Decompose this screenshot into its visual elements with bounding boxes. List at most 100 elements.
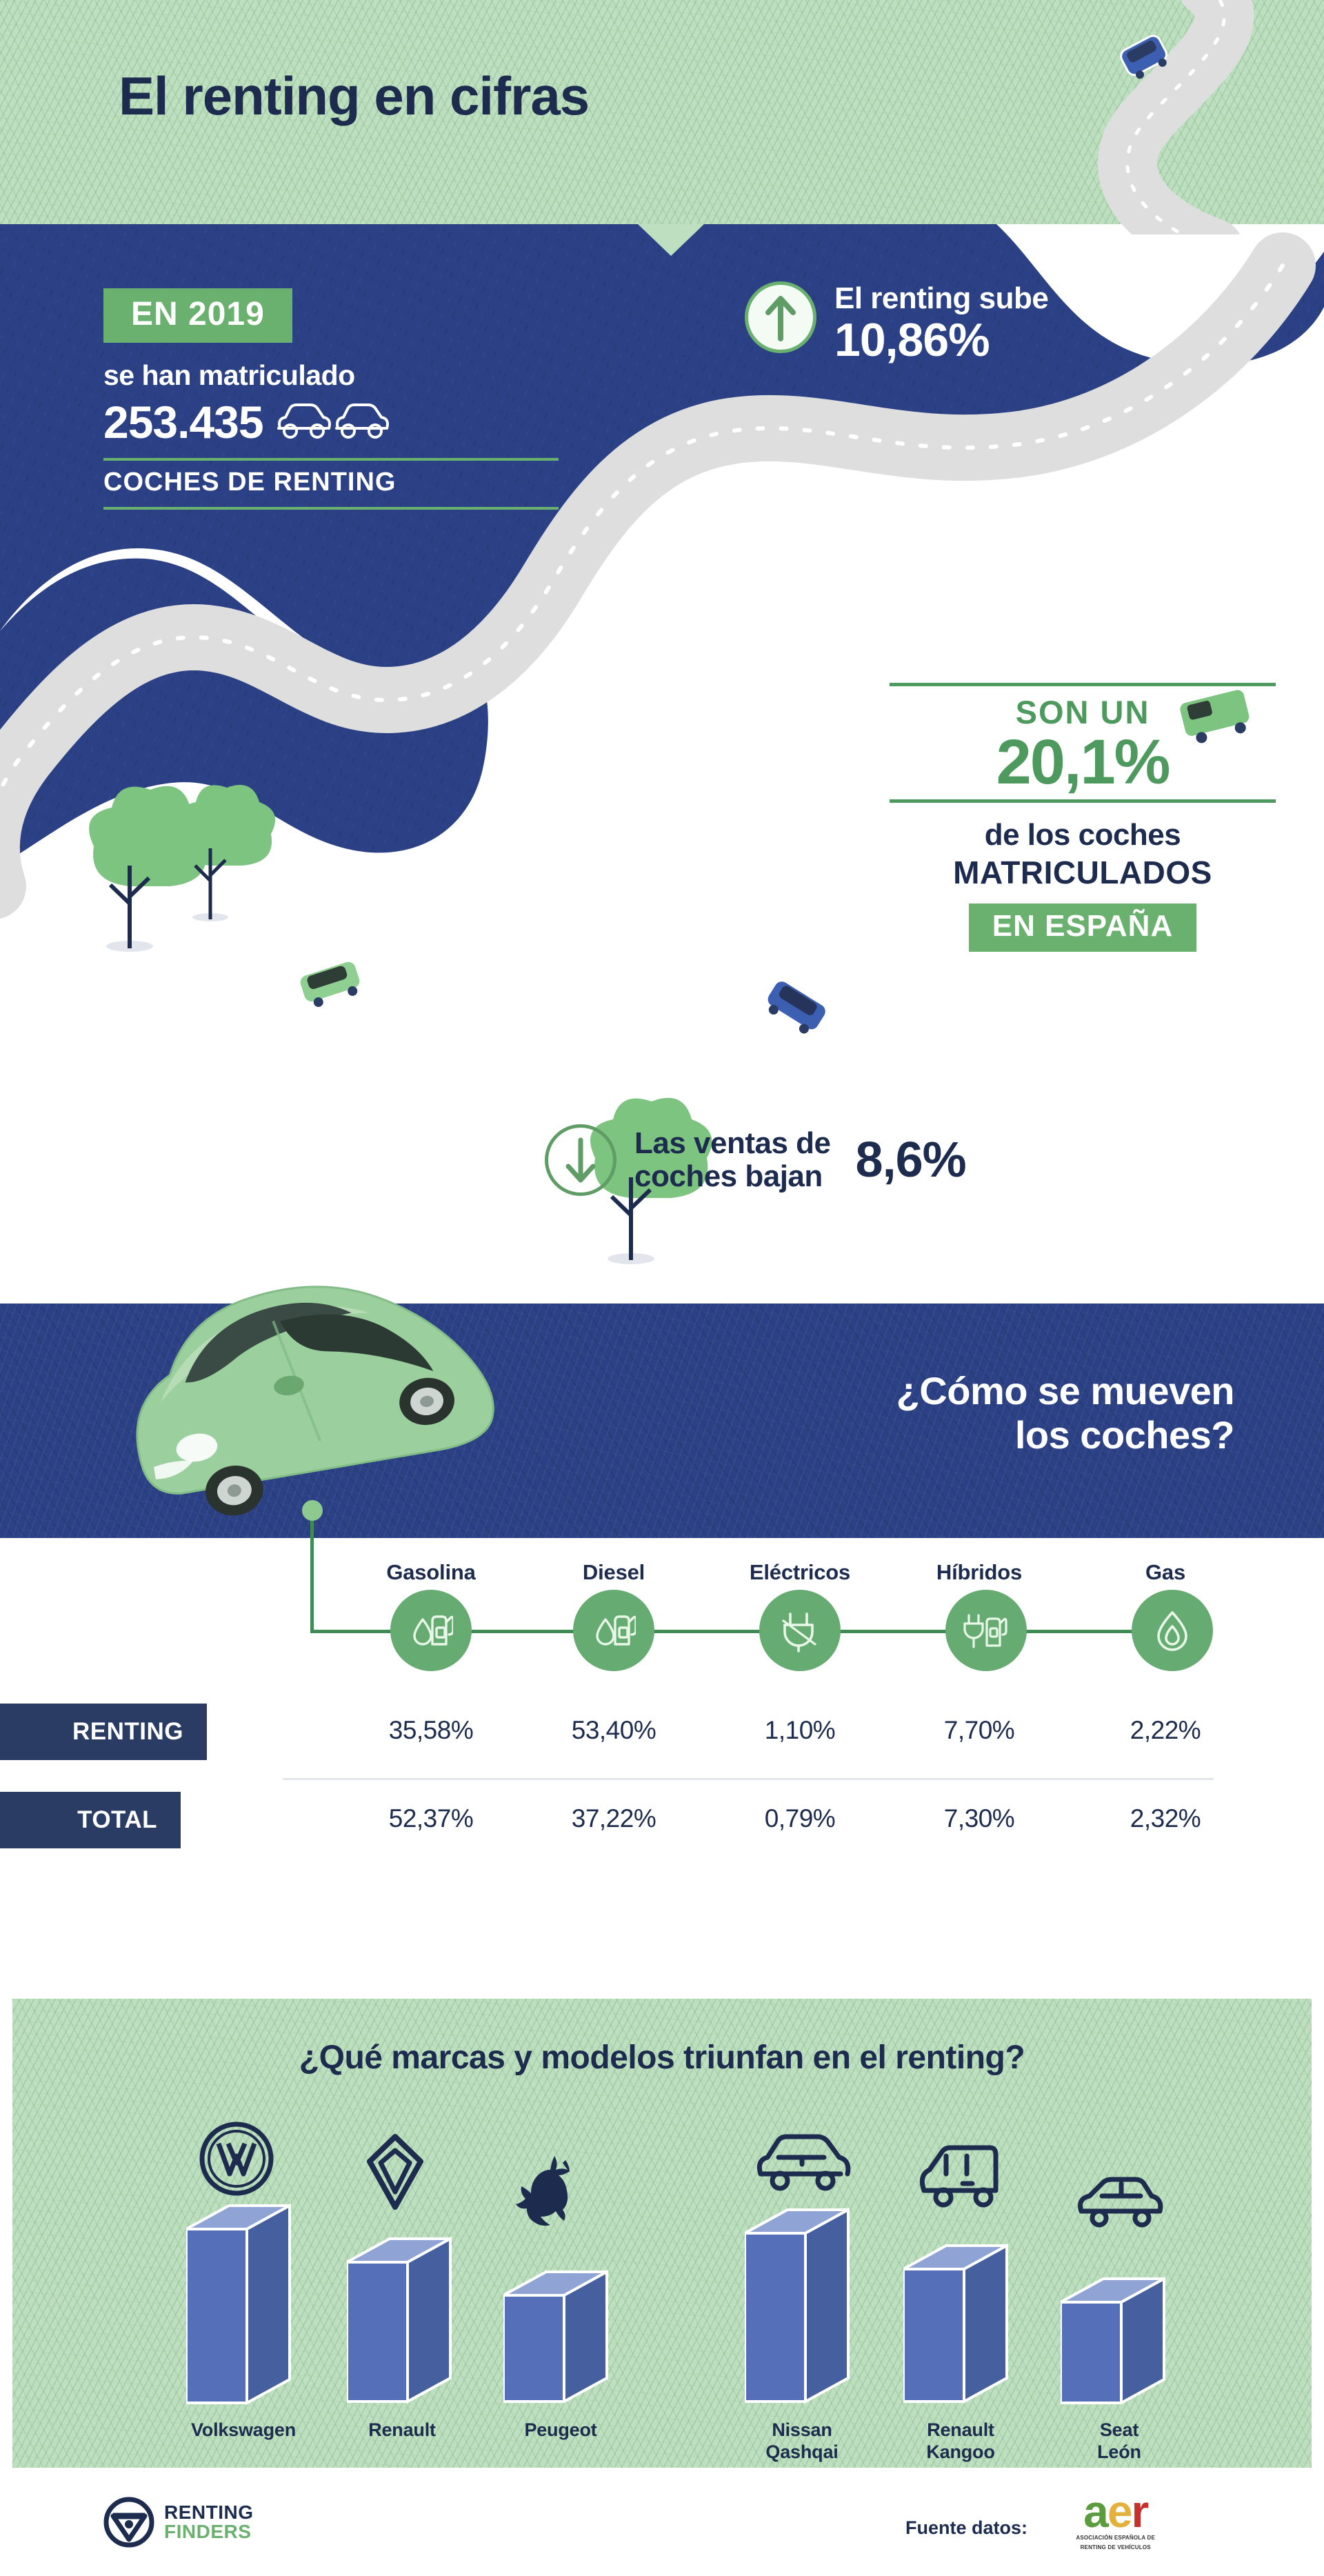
blue-car-icon (1120, 34, 1167, 79)
divider (103, 507, 559, 510)
bar-label-renault-kangoo: Renault Kangoo (888, 2419, 1033, 2464)
footer: RENTING FINDERS Fuente datos: aer ASOCIA… (0, 2476, 1324, 2576)
rentingfinders-mark (103, 2497, 154, 2548)
arrow-up-icon (745, 281, 816, 353)
bar-label-peugeot: Peugeot (524, 2419, 597, 2440)
aer-logo: aer ASOCIACIÓN ESPAÑOLA DE RENTING DE VE… (1076, 2488, 1155, 2551)
row-divider (283, 1778, 1214, 1780)
bar-renault (347, 2236, 452, 2404)
decrease-line1: Las ventas de (634, 1126, 831, 1160)
flame-drop-icon (1132, 1590, 1213, 1671)
table-cell: 35,58% (388, 1716, 474, 1744)
brands-panel: ¿Qué marcas y modelos triunfan en el ren… (12, 1999, 1312, 2468)
header-notch (638, 224, 704, 256)
increase-label: El renting sube (834, 281, 1049, 315)
table-cell: 53,40% (571, 1716, 656, 1744)
fuel-col-header: Gasolina (386, 1560, 476, 1584)
page-title: El renting en cifras (119, 66, 590, 126)
stat-increase-block: El renting sube 10,86% (745, 281, 1049, 367)
bar-label-line1: Seat (1099, 2419, 1139, 2440)
bar-label-seat-leon: Seat León (1047, 2419, 1192, 2464)
stat-share-block: SON UN 20,1% de los coches MATRICULADOS … (890, 683, 1276, 952)
table-cell: 7,70% (943, 1716, 1015, 1744)
map-landmass (0, 224, 1324, 1264)
plug-fuel-hybrid-icon (945, 1590, 1027, 1671)
table-cell: 0,79% (764, 1804, 836, 1833)
tree-icon (177, 785, 276, 921)
decrease-line2: coches bajan (634, 1159, 823, 1193)
header-band (0, 0, 1324, 224)
connector-dot (302, 1500, 323, 1521)
fuel-pump-icon (573, 1590, 654, 1671)
divider (890, 799, 1276, 803)
share-line1: de los coches (984, 818, 1181, 852)
table-cell: 37,22% (571, 1804, 656, 1833)
stat-decrease-block: Las ventas de coches bajan 8,6% (545, 1124, 967, 1196)
table-cell: 7,30% (943, 1804, 1015, 1833)
footer-brand-line2: FINDERS (164, 2521, 252, 2542)
connector-horizontal (310, 1630, 414, 1633)
aer-sub-line2: RENTING DE VEHÍCULOS (1080, 2544, 1151, 2551)
fuel-col-header: Eléctricos (749, 1560, 851, 1584)
table-cell: 2,22% (1130, 1716, 1201, 1744)
registered-caption: COCHES DE RENTING (103, 468, 397, 497)
bar-renault-kangoo (903, 2243, 1008, 2404)
green-car-small-icon (298, 959, 362, 1008)
road (0, 232, 1316, 919)
bar-nissan-qashqai (745, 2207, 850, 2404)
fuel-pump-icon (390, 1590, 472, 1671)
renault-logo (354, 2134, 437, 2210)
table-cell: 52,37% (388, 1804, 474, 1833)
divider (890, 683, 1276, 686)
table-row-label-total: TOTAL (0, 1792, 181, 1848)
brands-title: ¿Qué marcas y modelos triunfan en el ren… (299, 2039, 1025, 2076)
green-van-icon (1178, 688, 1252, 743)
hatchback-car-icon (1066, 2164, 1176, 2233)
table-row-label-renting: RENTING (0, 1704, 207, 1760)
bar-label-nissan-qashqai: Nissan Qashqai (730, 2419, 874, 2464)
plug-icon (759, 1590, 841, 1671)
registered-label: se han matriculado (103, 359, 355, 391)
aer-letter-e: e (1107, 2486, 1133, 2537)
aer-letter-a: a (1083, 2486, 1109, 2537)
share-line2: MATRICULADOS (953, 855, 1212, 891)
footer-brand-line1: RENTING (164, 2502, 254, 2523)
movement-title-line2: los coches? (1014, 1413, 1235, 1457)
rentingfinders-logo[interactable]: RENTING FINDERS (103, 2497, 254, 2548)
bar-label-line1: Nissan (772, 2419, 832, 2440)
share-value: 20,1% (996, 727, 1171, 797)
connector-vertical (310, 1510, 314, 1633)
fuel-col-header: Gas (1145, 1560, 1185, 1584)
table-cell: 2,32% (1130, 1804, 1201, 1833)
header-road (1097, 0, 1254, 234)
map-section (0, 224, 1324, 1304)
green-car-illustration (136, 1286, 494, 1516)
bar-seat-leon (1061, 2276, 1165, 2404)
fuel-col-header: Híbridos (936, 1560, 1023, 1584)
stat-2019-block: EN 2019 se han matriculado 253.435 COCHE… (103, 288, 559, 517)
bar-label-line2: Kangoo (926, 2441, 995, 2462)
bar-label-volkswagen: Volkswagen (190, 2419, 297, 2440)
bar-label-renault: Renault (368, 2419, 436, 2440)
bar-label-line2: Qashqai (765, 2441, 839, 2462)
divider (103, 458, 559, 461)
van-icon (909, 2135, 1019, 2218)
registered-count: 253.435 (103, 397, 264, 448)
car-outline-icons (277, 403, 389, 439)
volkswagen-logo (192, 2115, 281, 2197)
share-badge: EN ESPAÑA (968, 903, 1197, 952)
suv-car-icon (750, 2121, 861, 2197)
tree-icon (590, 1097, 712, 1264)
table-cell: 1,10% (764, 1716, 836, 1744)
increase-value: 10,86% (834, 314, 990, 366)
blue-car-icon (765, 979, 828, 1034)
arrow-down-icon (545, 1124, 616, 1196)
year-badge: EN 2019 (103, 288, 292, 343)
fuel-col-header: Diesel (582, 1560, 645, 1584)
aer-letter-r: r (1131, 2486, 1150, 2537)
bar-peugeot (503, 2269, 608, 2403)
aer-sub-line1: ASOCIACIÓN ESPAÑOLA DE (1076, 2535, 1155, 2542)
share-eyebrow: SON UN (1015, 694, 1150, 730)
fuel-table-section: Gasolina Diesel Eléctricos Híbridos Gas (0, 1500, 1324, 1973)
